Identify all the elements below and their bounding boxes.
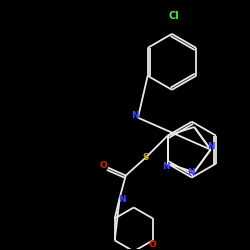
Text: N: N [207,142,214,151]
Text: N: N [118,195,126,204]
Text: N: N [162,162,170,171]
Text: S: S [142,153,149,162]
Text: O: O [100,161,108,170]
Text: N: N [188,168,195,177]
Text: N: N [131,111,139,120]
Text: O: O [149,240,156,249]
Text: Cl: Cl [168,11,179,21]
